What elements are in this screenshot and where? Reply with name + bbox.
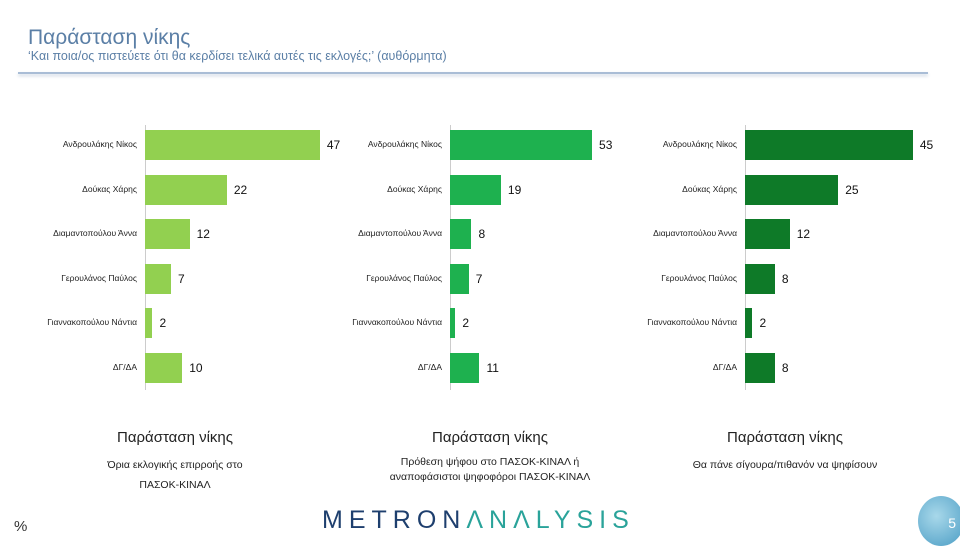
bar [145, 308, 153, 338]
bar [745, 352, 775, 383]
bar [745, 130, 913, 160]
data-label: 8 [478, 227, 486, 241]
category-label: Γερουλάνος Παύλος [661, 272, 737, 283]
category-label: Γιαννακοπούλου Νάντια [47, 317, 137, 327]
bar [745, 174, 839, 205]
page-title: Παράσταση νίκης [28, 26, 191, 49]
bar [145, 263, 172, 294]
category-label: ΔΓ/ΔΑ [112, 361, 137, 372]
chart-axis [145, 125, 146, 390]
category-label: Δούκας Χάρης [682, 183, 737, 194]
page-subtitle: ‘Και ποια/ος πιστεύετε ότι θα κερδίσει τ… [28, 49, 447, 63]
data-label: 47 [326, 138, 341, 152]
data-label: 45 [919, 138, 934, 152]
data-label: 12 [196, 227, 210, 241]
data-label: 8 [781, 360, 789, 375]
bar [745, 263, 775, 294]
category-label: Ανδρουλάκης Νίκος [62, 139, 137, 149]
category-label: Γιαννακοπούλου Νάντια [647, 317, 737, 327]
data-label: 11 [486, 360, 499, 375]
header-divider [18, 72, 928, 74]
category-label: Γιαννακοπούλου Νάντια [352, 317, 442, 327]
bar [145, 174, 227, 205]
chart-subtitle: Θα πάνε σίγουρα/πιθανόν να ψηφίσουν [692, 459, 878, 471]
bar [450, 352, 480, 383]
category-label: Διαμαντοπούλου Άννα [358, 228, 442, 238]
data-label: 2 [159, 316, 167, 330]
category-label: Διαμαντοπούλου Άννα [653, 228, 737, 238]
data-label: 12 [796, 227, 811, 241]
bar [145, 352, 183, 383]
data-label: 2 [462, 316, 470, 330]
data-label: 8 [781, 271, 789, 286]
data-label: 25 [845, 182, 859, 197]
data-label: 2 [759, 316, 767, 330]
category-label: Ανδρουλάκης Νίκος [367, 139, 442, 149]
category-label: ΔΓ/ΔΑ [417, 361, 442, 372]
bar [745, 308, 753, 338]
bar [145, 130, 320, 160]
bar [450, 263, 469, 294]
category-label: Γερουλάνος Παύλος [366, 272, 442, 283]
category-label: Δούκας Χάρης [82, 183, 137, 194]
category-label: Ανδρουλάκης Νίκος [662, 139, 737, 149]
bar [745, 219, 790, 249]
chart-title: Παράσταση νίκης [431, 429, 549, 446]
bar [145, 219, 190, 249]
category-label: ΔΓ/ΔΑ [712, 361, 737, 372]
bar [450, 174, 501, 205]
data-label: 53 [599, 138, 613, 152]
bar [450, 219, 472, 249]
data-label: 7 [475, 271, 483, 286]
page-number: 5 [918, 496, 960, 546]
chart-axis [745, 125, 746, 390]
chart-subtitle: Όρια εκλογικής επιρροής στο ΠΑΣΟΚ-ΚΙΝΑΛ [107, 459, 243, 491]
category-label: Δούκας Χάρης [387, 183, 442, 194]
category-label: Γερουλάνος Παύλος [61, 272, 137, 283]
logo-part-2: ΛNΛLYSIS [466, 506, 635, 534]
chart-title: Παράσταση νίκης [116, 429, 234, 446]
data-label: 10 [189, 360, 203, 375]
data-label: 7 [178, 271, 185, 286]
unit-label: % [14, 518, 28, 535]
data-label: 22 [233, 182, 248, 197]
logo: METRONΛNΛLYSIS [322, 506, 635, 535]
bar [450, 308, 456, 338]
logo-part-1: METRON [322, 506, 467, 534]
chart-title: Παράσταση νίκης [726, 429, 844, 446]
bar [450, 130, 593, 160]
chart-subtitle: Πρόθεση ψήφου στο ΠΑΣΟΚ-ΚΙΝΑΛ ή αναποφάσ… [389, 456, 591, 483]
chart-axis [450, 125, 451, 390]
data-label: 19 [507, 182, 522, 197]
category-label: Διαμαντοπούλου Άννα [53, 228, 137, 238]
